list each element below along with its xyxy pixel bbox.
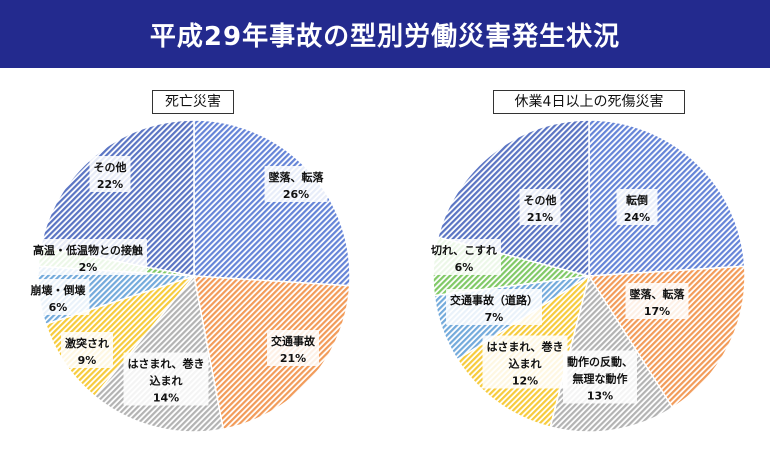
slice-label-bg-0-3	[61, 332, 113, 368]
slice-value-1-6: 21%	[527, 211, 553, 224]
slice-label-bg-1-1	[625, 283, 689, 319]
slice-label-1-2: 動作の反動、	[567, 355, 633, 369]
slice-value-1-1: 17%	[644, 305, 670, 318]
slice-value-1-2: 13%	[587, 390, 613, 403]
slice-label-0-2: 込まれ	[150, 374, 183, 388]
slice-label-0-0: 墜落、転落	[269, 170, 325, 184]
slice-value-1-4: 7%	[485, 311, 504, 324]
slice-label-bg-1-0	[616, 189, 658, 225]
slice-label-0-1: 交通事故	[271, 334, 316, 348]
slice-label-bg-0-1	[267, 330, 319, 366]
pie-slice-0-0	[193, 119, 351, 287]
slice-label-0-6: その他	[94, 160, 127, 174]
slice-label-0-2: はさまれ、巻き	[127, 357, 204, 371]
slice-value-0-3: 9%	[78, 354, 97, 367]
slice-label-1-1: 墜落、転落	[630, 287, 686, 301]
chart-title-fatal: 死亡災害	[152, 90, 234, 114]
slice-value-0-2: 14%	[153, 392, 179, 405]
slice-label-bg-0-6	[89, 156, 131, 192]
slice-label-bg-1-4	[446, 289, 542, 325]
slice-label-0-3: 激突され	[65, 336, 109, 350]
slice-label-0-4: 崩壊・倒壊	[31, 283, 87, 297]
slice-label-bg-1-3	[482, 335, 568, 389]
slice-label-1-3: はさまれ、巻き	[486, 340, 563, 354]
slice-value-0-5: 2%	[79, 261, 98, 274]
slice-value-0-6: 22%	[97, 178, 123, 191]
slice-label-1-6: その他	[524, 193, 557, 207]
slice-label-1-5: 切れ、こすれ	[431, 244, 497, 257]
pie-charts-area: 墜落、転落26%交通事故21%はさまれ、巻き込まれ14%激突され9%崩壊・倒壊6…	[26, 119, 746, 433]
page-title: 平成29年事故の型別労働災害発生状況	[0, 0, 770, 68]
slice-label-1-0: 転倒	[626, 193, 648, 207]
slice-label-1-2: 無理な動作	[573, 372, 628, 386]
slice-value-0-1: 21%	[280, 352, 306, 365]
slice-label-bg-1-5	[427, 239, 501, 275]
slice-label-bg-0-5	[29, 239, 147, 275]
slice-value-1-3: 12%	[512, 375, 538, 388]
pie-slice-1-0	[588, 119, 746, 277]
slice-label-bg-1-6	[519, 189, 561, 225]
slice-value-1-0: 24%	[624, 211, 650, 224]
pie-slice-1-6	[436, 119, 590, 277]
slice-label-0-5: 高温・低温物との接触	[33, 243, 143, 257]
slice-label-1-4: 交通事故（道路）	[450, 293, 538, 307]
slice-value-1-5: 6%	[455, 261, 474, 274]
slice-label-bg-1-2	[563, 350, 637, 404]
slice-value-0-0: 26%	[283, 188, 309, 201]
slice-label-bg-0-4	[26, 279, 90, 315]
slice-value-0-4: 6%	[49, 301, 68, 314]
pie-slice-0-6	[39, 119, 195, 277]
chart-title-injury: 休業4日以上の死傷災害	[493, 90, 685, 114]
slice-label-bg-0-2	[123, 352, 209, 406]
slice-label-bg-0-0	[264, 166, 328, 202]
slice-label-1-3: 込まれ	[509, 357, 542, 371]
